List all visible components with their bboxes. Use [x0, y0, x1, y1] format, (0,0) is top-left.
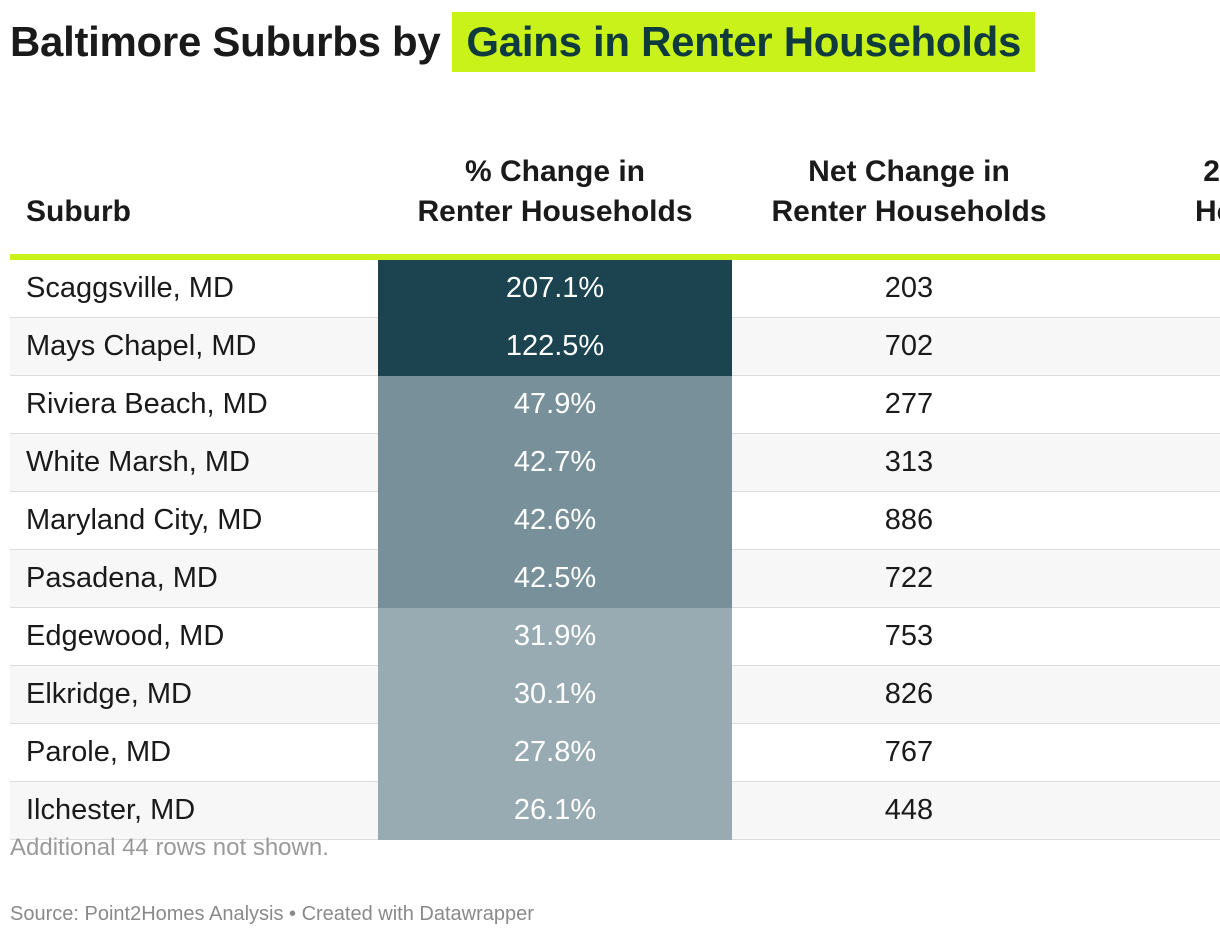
cell-2023-households: 2,1 — [1086, 781, 1220, 840]
cell-pct-change: 27.8% — [378, 723, 732, 782]
col-header-net-change-line1: Net Change in — [808, 155, 1010, 188]
cell-pct-change: 26.1% — [378, 781, 732, 840]
cell-pct-change: 207.1% — [378, 257, 732, 318]
cell-2023-households: 2,4 — [1086, 549, 1220, 608]
title-main: Baltimore Suburbs by — [10, 18, 441, 65]
cell-net-change: 203 — [732, 257, 1086, 318]
cell-2023-households: 3,5 — [1086, 665, 1220, 724]
header-row: Suburb % Change in Renter Households Net… — [10, 120, 1220, 260]
col-header-pct-change-line2: Renter Households — [417, 195, 693, 228]
cell-suburb: Ilchester, MD — [10, 781, 378, 840]
col-header-2023-households[interactable]: 2023 Hous — [1086, 120, 1220, 260]
cell-2023-households: 2,9 — [1086, 491, 1220, 550]
col-header-net-change[interactable]: Net Change in Renter Households — [732, 120, 1086, 260]
cell-net-change: 722 — [732, 549, 1086, 608]
col-header-pct-change-line1: % Change in — [464, 155, 645, 188]
chart-title: Baltimore Suburbs by Gains in Renter Hou… — [10, 12, 1036, 72]
col-header-suburb[interactable]: Suburb — [10, 120, 378, 260]
cell-2023-households: 8 — [1086, 375, 1220, 434]
cell-net-change: 702 — [732, 317, 1086, 376]
cell-net-change: 886 — [732, 491, 1086, 550]
cell-suburb: Edgewood, MD — [10, 607, 378, 666]
cell-2023-households: 1,0 — [1086, 433, 1220, 492]
cell-suburb: Riviera Beach, MD — [10, 375, 378, 434]
cell-2023-households: 3,5 — [1086, 723, 1220, 782]
cell-pct-change: 122.5% — [378, 317, 732, 376]
cell-net-change: 767 — [732, 723, 1086, 782]
cell-2023-households: 1,2 — [1086, 317, 1220, 376]
col-header-pct-change[interactable]: % Change in Renter Households — [378, 120, 732, 260]
col-header-suburb-line2: Suburb — [26, 195, 131, 228]
cell-net-change: 277 — [732, 375, 1086, 434]
cell-suburb: Elkridge, MD — [10, 665, 378, 724]
cell-pct-change: 42.6% — [378, 491, 732, 550]
cell-pct-change: 31.9% — [378, 607, 732, 666]
cell-2023-households: 3,1 — [1086, 607, 1220, 666]
col-header-2023-line1: 2023 — [1203, 155, 1220, 188]
cell-suburb: Maryland City, MD — [10, 491, 378, 550]
cell-pct-change: 42.5% — [378, 549, 732, 608]
data-table: Suburb % Change in Renter Households Net… — [10, 120, 1220, 840]
cell-suburb: Scaggsville, MD — [10, 257, 378, 318]
title-highlight: Gains in Renter Households — [452, 12, 1036, 72]
cell-suburb: Pasadena, MD — [10, 549, 378, 608]
col-header-net-change-line2: Renter Households — [771, 195, 1047, 228]
cell-pct-change: 47.9% — [378, 375, 732, 434]
source-credit: Source: Point2Homes Analysis • Created w… — [10, 903, 534, 925]
cell-pct-change: 42.7% — [378, 433, 732, 492]
col-header-2023-line2: Hous — [1195, 195, 1220, 228]
cell-suburb: White Marsh, MD — [10, 433, 378, 492]
cell-net-change: 826 — [732, 665, 1086, 724]
cell-net-change: 313 — [732, 433, 1086, 492]
cell-pct-change: 30.1% — [378, 665, 732, 724]
data-table-container: Suburb % Change in Renter Households Net… — [10, 120, 1220, 840]
cell-net-change: 753 — [732, 607, 1086, 666]
cell-suburb: Parole, MD — [10, 723, 378, 782]
cell-2023-households: 3 — [1086, 257, 1220, 318]
cell-suburb: Mays Chapel, MD — [10, 317, 378, 376]
cell-net-change: 448 — [732, 781, 1086, 840]
rows-hidden-note: Additional 44 rows not shown. — [10, 834, 329, 861]
